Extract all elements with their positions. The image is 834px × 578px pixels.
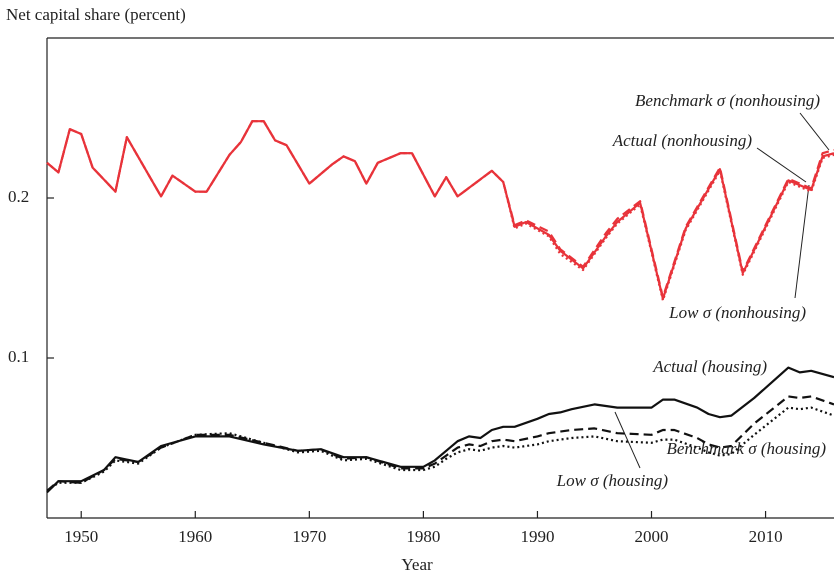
series-label: Low σ (housing)	[556, 471, 669, 490]
leader-line	[756, 147, 807, 183]
x-tick-label: 1980	[406, 527, 440, 546]
series-label: Actual (housing)	[652, 357, 767, 376]
x-tick-label: 1960	[178, 527, 212, 546]
series-line	[46, 120, 834, 300]
series-label: Benchmark σ (nonhousing)	[635, 91, 820, 110]
x-tick-label: 2010	[749, 527, 783, 546]
x-tick-label: 2000	[635, 527, 669, 546]
leader-line	[614, 411, 641, 469]
x-tick-label: 1970	[292, 527, 326, 546]
y-axis-title: Net capital share (percent)	[6, 5, 186, 24]
leader-line	[799, 112, 830, 151]
y-tick-label: 0.1	[8, 347, 29, 366]
leader-line	[794, 184, 810, 299]
y-tick-label: 0.2	[8, 187, 29, 206]
series-line	[46, 366, 834, 494]
series-label: Benchmark σ (housing)	[667, 439, 827, 458]
x-tick-label: 1990	[520, 527, 554, 546]
x-axis-title: Year	[401, 555, 433, 574]
series-label: Low σ (nonhousing)	[668, 303, 806, 322]
x-tick-label: 1950	[64, 527, 98, 546]
series-label: Actual (nonhousing)	[612, 131, 753, 150]
